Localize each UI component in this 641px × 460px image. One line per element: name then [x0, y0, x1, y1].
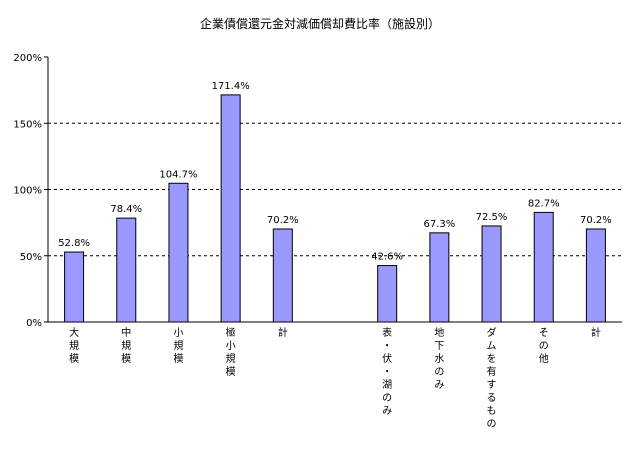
data-label: 67.3% [423, 219, 455, 230]
y-tick-label: 0% [26, 318, 42, 329]
y-tick-label: 50% [20, 252, 42, 263]
bar [585, 228, 606, 323]
bars [64, 94, 606, 323]
x-axis-categories: 大規模 中規模 小規模 極小規模 計 表・伏・湖のみ 地下水のみ ダムを有するもの その他 計 [69, 326, 601, 430]
x-category-label: ダムを有するもの [487, 326, 497, 430]
bar [64, 251, 85, 323]
data-label: 78.4% [110, 204, 142, 215]
x-category-label: その他 [539, 327, 549, 365]
data-labels: 52.8% 78.4% 104.7% 171.4% 70.2% 42.6% 67.3% 72.… [58, 81, 612, 263]
bar [272, 228, 293, 323]
x-category-label: 中規模 [121, 326, 131, 365]
y-axis-ticks: 0% 50% 100% 150% 200% [13, 53, 48, 329]
y-tick-label: 200% [13, 53, 42, 64]
bar [220, 94, 241, 323]
bar [533, 211, 554, 323]
data-label: 104.7% [159, 169, 197, 180]
data-label: 70.2% [267, 215, 299, 226]
data-label: 52.8% [58, 238, 90, 249]
data-label: 82.7% [528, 198, 560, 209]
data-label: 171.4% [212, 81, 250, 92]
bar [116, 217, 137, 323]
x-category-label: 小規模 [173, 327, 183, 365]
x-category-label: 極小規模 [226, 326, 236, 378]
y-tick-label: 100% [13, 186, 42, 197]
x-category-label: 計 [278, 326, 288, 339]
chart-title: 企業債償還元金対減価償却費比率（施設別） [200, 16, 440, 31]
y-tick-label: 150% [13, 119, 42, 130]
bar [481, 225, 502, 323]
data-label: 70.2% [580, 215, 612, 226]
x-category-label: 大規模 [69, 326, 79, 365]
bar [168, 182, 189, 323]
bar [429, 232, 450, 323]
data-label: 42.6% [371, 252, 403, 263]
data-label: 72.5% [476, 212, 508, 223]
x-category-label: 地下水のみ [434, 326, 444, 391]
x-category-label: 計 [591, 326, 601, 339]
bar [377, 265, 398, 323]
x-category-label: 表・伏・湖のみ [382, 326, 392, 417]
